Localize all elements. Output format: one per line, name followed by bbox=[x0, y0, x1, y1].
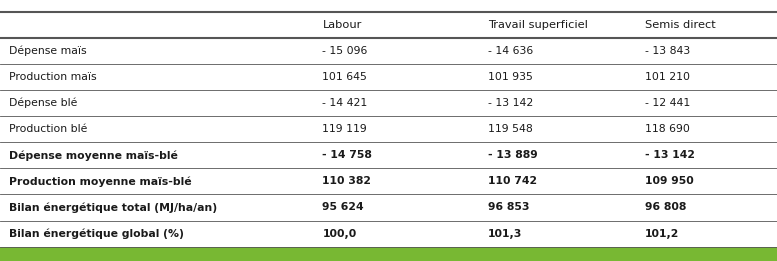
Text: 101 645: 101 645 bbox=[322, 72, 368, 82]
Text: Dépense blé: Dépense blé bbox=[9, 98, 78, 108]
Text: 100,0: 100,0 bbox=[322, 229, 357, 239]
Text: 110 742: 110 742 bbox=[488, 176, 537, 186]
Text: 96 853: 96 853 bbox=[488, 203, 529, 212]
Text: Dépense moyenne maïs-blé: Dépense moyenne maïs-blé bbox=[9, 150, 178, 161]
Text: - 13 142: - 13 142 bbox=[488, 98, 533, 108]
Text: 110 382: 110 382 bbox=[322, 176, 371, 186]
Text: 119 548: 119 548 bbox=[488, 124, 533, 134]
Text: 101 935: 101 935 bbox=[488, 72, 533, 82]
Text: 118 690: 118 690 bbox=[645, 124, 690, 134]
Text: - 12 441: - 12 441 bbox=[645, 98, 690, 108]
Text: - 13 889: - 13 889 bbox=[488, 150, 538, 160]
Text: - 14 636: - 14 636 bbox=[488, 46, 533, 56]
Text: Bilan énergétique total (MJ/ha/an): Bilan énergétique total (MJ/ha/an) bbox=[9, 202, 218, 213]
Text: Travail superficiel: Travail superficiel bbox=[488, 20, 588, 30]
Text: 96 808: 96 808 bbox=[645, 203, 686, 212]
Text: 109 950: 109 950 bbox=[645, 176, 694, 186]
Text: 101,3: 101,3 bbox=[488, 229, 522, 239]
Text: Dépense maïs: Dépense maïs bbox=[9, 46, 87, 56]
Text: - 14 758: - 14 758 bbox=[322, 150, 372, 160]
Text: 101,2: 101,2 bbox=[645, 229, 679, 239]
Text: Production blé: Production blé bbox=[9, 124, 88, 134]
Text: 119 119: 119 119 bbox=[322, 124, 368, 134]
Text: Labour: Labour bbox=[322, 20, 362, 30]
Text: - 15 096: - 15 096 bbox=[322, 46, 368, 56]
Text: 95 624: 95 624 bbox=[322, 203, 364, 212]
Text: Bilan énergétique global (%): Bilan énergétique global (%) bbox=[9, 228, 184, 239]
Bar bbox=[0, 247, 777, 261]
Text: Production moyenne maïs-blé: Production moyenne maïs-blé bbox=[9, 176, 192, 187]
Text: 101 210: 101 210 bbox=[645, 72, 690, 82]
Text: Production maïs: Production maïs bbox=[9, 72, 97, 82]
Text: - 13 142: - 13 142 bbox=[645, 150, 695, 160]
Text: Semis direct: Semis direct bbox=[645, 20, 716, 30]
Text: - 14 421: - 14 421 bbox=[322, 98, 368, 108]
Text: - 13 843: - 13 843 bbox=[645, 46, 690, 56]
